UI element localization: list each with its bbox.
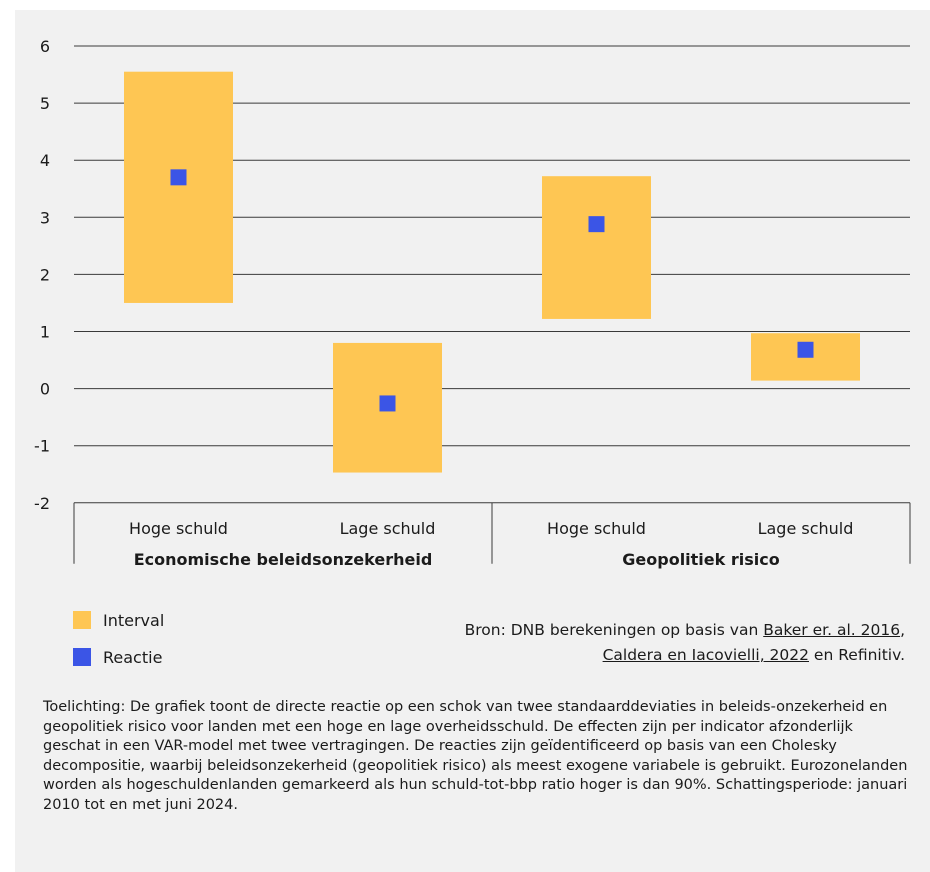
reactie-markers (170, 169, 814, 412)
explanation-note: Toelichting: De grafiek toont de directe… (43, 699, 908, 813)
source-suffix: en Refinitiv. (809, 646, 905, 664)
chart: 6 5 4 3 2 1 0 -1 -2 Hoge schuld Lage schuld Econom… (34, 37, 911, 569)
category-label: Hoge schuld (129, 519, 228, 538)
y-tick-label: 4 (40, 151, 50, 170)
legend-swatch-interval (73, 611, 91, 629)
y-tick-label: -2 (34, 494, 50, 513)
legend: Interval Reactie (73, 609, 164, 683)
interval-bar (124, 71, 233, 303)
category-label: Hoge schuld (547, 519, 646, 538)
source-link-caldera[interactable]: Caldera en Iacovielli, 2022 (602, 646, 809, 664)
legend-label-reactie: Reactie (103, 647, 163, 667)
y-tick-label: -1 (34, 437, 50, 456)
category-axis: Hoge schuld Lage schuld Economische beleid… (73, 502, 911, 569)
source-prefix: Bron: DNB berekeningen op basis van (464, 621, 764, 639)
group-label: Geopolitiek risico (622, 550, 779, 569)
y-tick-label: 2 (40, 265, 50, 284)
group-label: Economische beleidsonzekerheid (134, 550, 433, 569)
category-label: Lage schuld (758, 519, 854, 538)
source-link-baker[interactable]: Baker er. al. 2016 (763, 621, 901, 639)
legend-label-interval: Interval (103, 610, 165, 630)
y-tick-label: 1 (40, 323, 50, 342)
y-tick-label: 6 (40, 37, 50, 56)
category-label: Lage schuld (340, 519, 436, 538)
legend-item-reactie: Reactie (73, 646, 164, 668)
y-tick-label: 0 (40, 380, 50, 399)
source-separator: , (900, 621, 905, 639)
interval-bar (542, 176, 651, 319)
legend-item-interval: Interval (73, 609, 164, 631)
source-note: Bron: DNB berekeningen op basis van Bake… (465, 618, 905, 668)
y-tick-label: 5 (40, 94, 50, 113)
y-tick-label: 3 (40, 208, 50, 227)
interval-bars (124, 71, 860, 473)
reactie-marker (170, 169, 187, 186)
reactie-marker (379, 395, 396, 412)
reactie-marker (797, 341, 814, 358)
reactie-marker (588, 216, 605, 233)
y-axis-ticks: 6 5 4 3 2 1 0 -1 -2 (34, 37, 50, 513)
legend-swatch-reactie (73, 648, 91, 666)
